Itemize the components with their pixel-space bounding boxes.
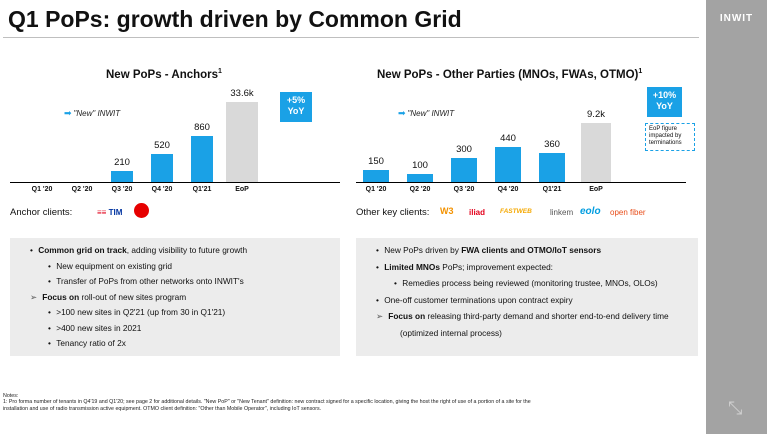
- bullet-dot-icon: •: [48, 338, 54, 348]
- bar-eop: [226, 102, 258, 182]
- yoy-badge-left: +5% YoY: [280, 92, 312, 122]
- bar-eop: [581, 123, 611, 182]
- category-label: Q4 '20: [497, 186, 519, 193]
- category-label: Q1'21: [542, 186, 562, 193]
- notes-line-1: 1: Pro forma number of tenants in Q4'19 …: [3, 399, 531, 406]
- arrow-bullet-icon: ➢: [376, 311, 386, 321]
- bullet-dot-icon: •: [376, 245, 382, 255]
- bullet-item: • Remedies process being reviewed (monit…: [394, 278, 658, 288]
- data-label: 33.6k: [230, 88, 254, 99]
- bullet-dot-icon: •: [376, 294, 382, 305]
- bar-q420: [151, 154, 173, 182]
- category-label: EoP: [589, 186, 603, 193]
- bullet-dot-icon: •: [394, 278, 400, 288]
- bullet-item: • Limited MNOs PoPs; improvement expecte…: [376, 261, 553, 272]
- bar-q220: [407, 174, 433, 182]
- open-fiber-logo: open fiber: [610, 208, 646, 217]
- data-label: 360: [544, 139, 560, 151]
- bullet-item: • Transfer of PoPs from other networks o…: [48, 276, 244, 286]
- arrow-right-icon: ➡: [398, 108, 406, 118]
- yoy-badge-right: +10% YoY: [647, 87, 682, 117]
- bullet-dot-icon: •: [48, 276, 54, 286]
- category-label: Q2 '20: [409, 186, 431, 193]
- page-title: Q1 PoPs: growth driven by Common Grid: [8, 6, 462, 32]
- category-label: Q4 '20: [151, 186, 173, 193]
- bullet-item: • New equipment on existing grid: [48, 260, 172, 271]
- bullet-item: • New PoPs driven by FWA clients and OTM…: [376, 245, 602, 255]
- bullet-dot-icon: •: [376, 261, 382, 272]
- bar-q420: [495, 147, 521, 182]
- data-label: 300: [456, 144, 472, 156]
- bar-q320: [111, 170, 133, 182]
- anchors-chart: Q1 '20 Q2 '20 210 Q3 '20 520 Q4 '20 860 Q1'21 33…: [10, 86, 350, 196]
- category-label: Q1 '20: [365, 186, 387, 193]
- bar-q121: [539, 153, 565, 182]
- expand-arrows-icon: ⤡: [728, 398, 743, 418]
- data-label: 9.2k: [587, 109, 605, 120]
- bullet-item: (optimized internal process): [400, 327, 502, 338]
- x-axis: [356, 182, 686, 183]
- title-divider: [3, 37, 699, 38]
- bullet-item: • Tenancy ratio of 2x: [48, 338, 126, 348]
- category-label: EoP: [235, 186, 249, 193]
- category-label: Q1 '20: [31, 186, 53, 193]
- other-parties-heading: New PoPs - Other Parties (MNOs, FWAs, OT…: [377, 68, 643, 81]
- footnotes: Notes: 1: Pro forma number of tenants in…: [3, 393, 693, 412]
- category-label: Q3 '20: [453, 186, 475, 193]
- bar-q120: [363, 170, 389, 182]
- tim-logo: ≡≡ TIM: [97, 208, 123, 217]
- bar-q121: [191, 136, 213, 182]
- vodafone-logo: [134, 203, 149, 218]
- bar-q320: [451, 158, 477, 182]
- anchors-bullet-panel: [10, 238, 340, 356]
- bullet-dot-icon: •: [48, 322, 54, 333]
- data-label: 150: [368, 156, 384, 168]
- brand-sidebar: [706, 0, 767, 434]
- data-label: 860: [194, 122, 210, 133]
- eop-terminations-note: EoP figure impacted by terminations: [645, 123, 695, 151]
- bullet-item: ➢ Focus on releasing third-party demand …: [376, 311, 669, 321]
- eolo-logo: eolo: [580, 206, 601, 217]
- other-clients-label: Other key clients:: [356, 207, 430, 218]
- arrow-right-icon: ➡: [64, 108, 72, 118]
- fastweb-logo: FASTWEB: [500, 208, 532, 215]
- data-label: 100: [412, 160, 428, 172]
- anchors-heading: New PoPs - Anchors1: [106, 68, 222, 81]
- bullet-dot-icon: •: [30, 245, 36, 255]
- arrow-bullet-icon: ➢: [30, 291, 40, 302]
- bullet-item: • >100 new sites in Q2'21 (up from 30 in…: [48, 307, 226, 317]
- new-inwit-tag-left: ➡ "New" INWIT: [64, 108, 121, 118]
- other-parties-bullet-panel: [356, 238, 698, 356]
- w3-logo: W3: [440, 206, 454, 216]
- new-inwit-tag-right: ➡ "New" INWIT: [398, 108, 455, 118]
- x-axis: [10, 182, 340, 183]
- brand-logo: INWIT: [719, 13, 754, 24]
- data-label: 210: [114, 156, 130, 168]
- notes-line-2: installation and use of radio transmissi…: [3, 405, 322, 412]
- data-label: 440: [500, 133, 516, 144]
- bullet-item: • One-off customer terminations upon con…: [376, 294, 573, 305]
- data-label: 520: [154, 140, 170, 152]
- category-label: Q2 '20: [71, 186, 93, 193]
- bullet-dot-icon: •: [48, 307, 54, 317]
- iliad-logo: iliad: [469, 208, 486, 217]
- bullet-dot-icon: •: [48, 260, 54, 271]
- notes-label: Notes:: [3, 393, 19, 399]
- bullet-item: • Common grid on track, adding visibilit…: [30, 245, 248, 255]
- other-parties-chart: 150 Q1 '20 100 Q2 '20 300 Q3 '20 440 Q4 '20 360 Q…: [356, 86, 686, 196]
- linkem-logo: linkem: [550, 208, 574, 217]
- category-label: Q1'21: [192, 186, 212, 193]
- bullet-item: • >400 new sites in 2021: [48, 322, 142, 333]
- bullet-item: ➢ Focus on roll-out of new sites program: [30, 291, 187, 302]
- anchor-clients-label: Anchor clients:: [10, 207, 73, 218]
- category-label: Q3 '20: [111, 186, 133, 193]
